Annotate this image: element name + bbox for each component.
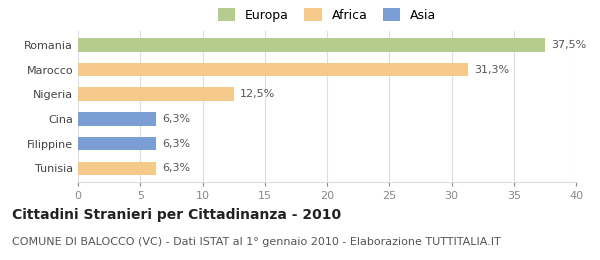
Text: COMUNE DI BALOCCO (VC) - Dati ISTAT al 1° gennaio 2010 - Elaborazione TUTTITALIA: COMUNE DI BALOCCO (VC) - Dati ISTAT al 1…	[12, 237, 501, 246]
Bar	[78, 161, 157, 175]
Bar	[78, 63, 467, 76]
Text: Cittadini Stranieri per Cittadinanza - 2010: Cittadini Stranieri per Cittadinanza - 2…	[12, 208, 341, 222]
Text: 6,3%: 6,3%	[163, 163, 191, 173]
Text: 12,5%: 12,5%	[240, 89, 275, 99]
Bar	[78, 137, 157, 151]
Bar	[78, 38, 545, 52]
Text: 6,3%: 6,3%	[163, 139, 191, 149]
Text: 37,5%: 37,5%	[551, 40, 586, 50]
Text: 31,3%: 31,3%	[474, 64, 509, 75]
Bar	[78, 87, 233, 101]
Bar	[78, 112, 157, 126]
Text: 6,3%: 6,3%	[163, 114, 191, 124]
Legend: Europa, Africa, Asia: Europa, Africa, Asia	[218, 8, 436, 22]
